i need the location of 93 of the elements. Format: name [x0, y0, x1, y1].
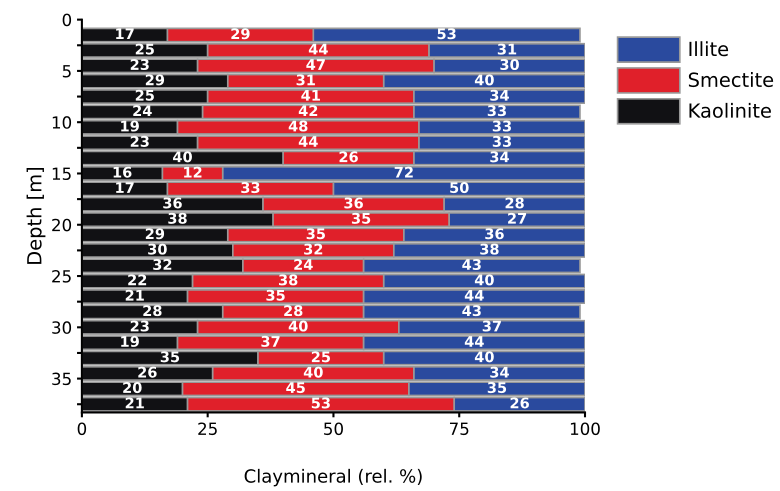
data-label: 37 — [261, 336, 280, 347]
data-label: 34 — [490, 151, 509, 162]
x-tick-label: 75 — [450, 422, 468, 436]
data-label: 48 — [288, 120, 308, 132]
data-label: 37 — [482, 320, 501, 332]
y-tick-label: 25 — [52, 270, 71, 283]
y-axis-title: Depth [m] — [26, 168, 46, 264]
y-tick-label: 35 — [52, 372, 71, 386]
legend-label: Illite — [690, 41, 728, 56]
x-tick-label: 25 — [198, 422, 217, 436]
data-label: 31 — [296, 74, 315, 86]
data-label: 41 — [301, 90, 320, 101]
data-label: 32 — [304, 244, 322, 255]
data-label: 72 — [394, 166, 413, 178]
data-label: 40 — [304, 366, 323, 378]
data-label: 44 — [308, 44, 328, 54]
data-label: 35 — [160, 351, 180, 362]
data-label: 53 — [312, 397, 330, 408]
data-label: 43 — [462, 305, 481, 316]
data-label: 35 — [352, 212, 370, 224]
data-label: 25 — [312, 351, 330, 362]
data-label: 50 — [450, 182, 469, 194]
data-label: 23 — [130, 320, 149, 332]
x-tick-label: 100 — [570, 422, 600, 436]
x-tick-label: 0 — [78, 422, 86, 436]
data-label: 28 — [284, 305, 302, 316]
data-label: 28 — [506, 197, 524, 208]
data-label: 44 — [298, 136, 318, 147]
data-label: 23 — [130, 136, 149, 147]
data-label: 44 — [464, 290, 484, 301]
data-label: 16 — [114, 166, 132, 178]
data-label: 17 — [116, 28, 134, 40]
data-label: 36 — [485, 228, 504, 240]
data-label: 40 — [173, 151, 192, 162]
data-label: 33 — [241, 182, 260, 194]
data-label: 33 — [492, 120, 511, 132]
data-label: 19 — [121, 336, 139, 347]
data-label: 35 — [488, 382, 506, 394]
y-tick-label: 20 — [52, 218, 72, 232]
data-label: 36 — [163, 197, 182, 208]
data-label: 32 — [153, 258, 172, 270]
data-label: 33 — [488, 105, 506, 116]
data-label: 26 — [138, 366, 157, 378]
data-label: 22 — [128, 274, 146, 286]
data-label: 33 — [492, 136, 511, 147]
y-tick-label: 15 — [52, 168, 71, 180]
data-label: 35 — [306, 228, 325, 240]
y-tick-label: 30 — [52, 321, 72, 334]
data-label: 47 — [306, 59, 325, 70]
data-label: 45 — [286, 382, 305, 394]
data-label: 21 — [126, 397, 144, 408]
y-tick-label: 5 — [62, 65, 71, 78]
data-label: 19 — [121, 120, 139, 132]
data-label: 30 — [500, 58, 519, 70]
legend-label: Kaolinite — [690, 102, 771, 118]
data-label: 38 — [480, 244, 499, 255]
data-label: 30 — [148, 244, 167, 255]
data-label: 12 — [184, 166, 202, 178]
data-label: 25 — [136, 44, 154, 55]
data-label: 29 — [146, 74, 164, 86]
data-label: 28 — [143, 305, 162, 316]
data-label: 40 — [474, 274, 494, 286]
data-label: 38 — [279, 274, 298, 286]
data-label: 17 — [116, 182, 134, 193]
data-label: 40 — [474, 351, 494, 362]
data-label: 35 — [266, 290, 285, 301]
data-label: 26 — [510, 397, 529, 408]
data-label: 23 — [130, 58, 149, 70]
data-label: 26 — [340, 151, 358, 162]
data-label: 24 — [133, 105, 152, 116]
data-label: 29 — [146, 228, 164, 240]
data-label: 40 — [288, 320, 308, 332]
data-label: 21 — [126, 290, 144, 301]
data-label: 53 — [438, 28, 456, 40]
data-label: 34 — [490, 366, 509, 378]
x-axis-title: Claymineral (rel. %) — [244, 468, 422, 486]
y-tick-label: 0 — [62, 14, 72, 26]
data-label: 24 — [294, 258, 313, 270]
data-label: 40 — [474, 74, 494, 86]
data-label: 38 — [168, 212, 187, 224]
data-label: 29 — [231, 28, 250, 40]
data-label: 31 — [498, 44, 516, 55]
y-tick-label: 10 — [52, 116, 72, 129]
data-label: 27 — [508, 212, 526, 224]
data-label: 43 — [462, 258, 481, 270]
data-label: 44 — [464, 336, 484, 347]
data-label: 34 — [490, 90, 509, 101]
data-label: 42 — [298, 105, 318, 116]
data-label: 25 — [136, 90, 154, 101]
data-label: 20 — [123, 382, 142, 394]
legend-label: Smectite — [688, 72, 774, 88]
data-label: 36 — [344, 197, 363, 208]
x-tick-label: 50 — [324, 422, 343, 436]
